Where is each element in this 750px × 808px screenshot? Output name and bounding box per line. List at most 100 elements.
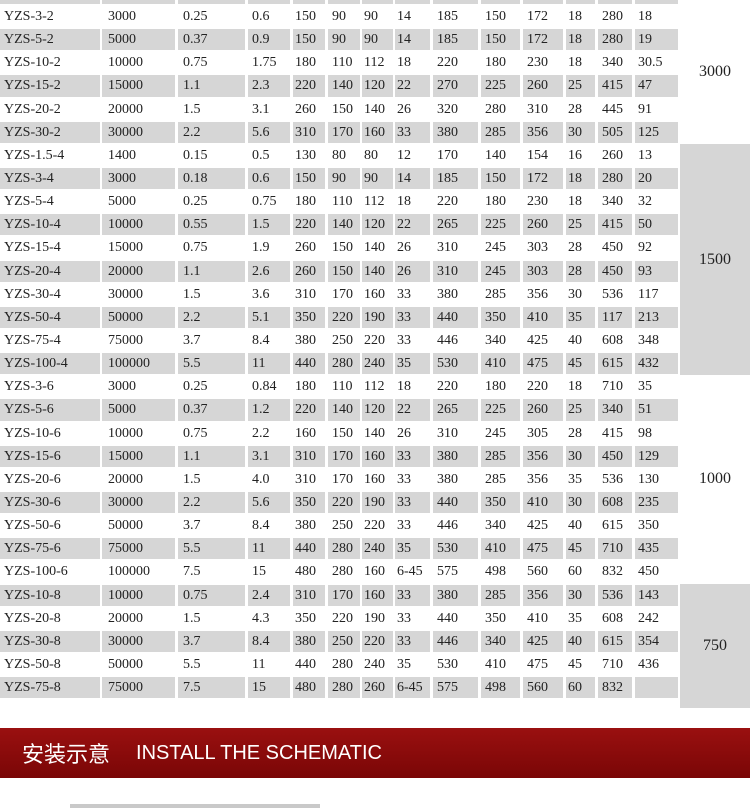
- table-cell: 35: [568, 610, 582, 626]
- table-cell: 185: [433, 167, 478, 190]
- table-cell: 3.7: [183, 332, 201, 348]
- table-cell: 33: [397, 610, 411, 626]
- table-cell: 310: [293, 121, 325, 143]
- table-cell: 310: [433, 260, 478, 282]
- table-cell: 22: [395, 75, 430, 97]
- table-cell: 11: [248, 353, 290, 375]
- table-cell: 140: [362, 260, 393, 282]
- table-cell: 180: [295, 55, 316, 71]
- table-cell: 140: [328, 214, 360, 236]
- table-cell: 170: [332, 471, 353, 487]
- table-cell: 0.5: [252, 147, 270, 163]
- table-cell: 8.4: [252, 332, 270, 348]
- table-cell: 30000: [102, 491, 175, 514]
- table-cell: 475: [523, 538, 563, 560]
- table-cell: 92: [638, 240, 652, 256]
- table-cell: 3000: [102, 167, 175, 190]
- table-cell: 220: [293, 399, 325, 421]
- table-cell: 240: [362, 538, 393, 560]
- table-cell: 498: [481, 677, 520, 699]
- table-cell: YZS-3-4: [0, 167, 100, 190]
- table-cell: 285: [485, 286, 506, 302]
- table-cell: 45: [566, 538, 595, 560]
- table-cell: 536: [602, 471, 623, 487]
- table-cell: 250: [328, 630, 360, 652]
- table-cell: 170: [437, 147, 458, 163]
- table-cell: 475: [527, 656, 548, 672]
- table-cell: YZS-100-6: [4, 564, 68, 580]
- table-cell: YZS-10-8: [0, 584, 100, 606]
- table-cell: 220: [437, 379, 458, 395]
- table-cell: 260: [523, 214, 563, 236]
- table-cell: 1.1: [178, 445, 245, 467]
- table-cell: 440: [295, 656, 316, 672]
- table-cell: 0.15: [183, 147, 208, 163]
- table-cell: 190: [362, 306, 393, 328]
- table-cell: 10000: [108, 425, 143, 441]
- table-cell: 160: [364, 286, 385, 302]
- table-cell: 15000: [108, 240, 143, 256]
- table-cell: 112: [364, 55, 385, 71]
- table-cell: 15: [252, 564, 266, 580]
- table-cell: 505: [598, 121, 632, 143]
- table-cell: 5.6: [248, 121, 290, 143]
- table-cell: 28: [568, 240, 582, 256]
- table-cell: 260: [523, 399, 563, 421]
- table-cell: 8.4: [248, 630, 290, 652]
- table-cell: 220: [328, 306, 360, 328]
- table-cell: 33: [395, 630, 430, 652]
- table-cell: 436: [638, 656, 659, 672]
- table-cell: 20000: [108, 101, 143, 117]
- table-cell: YZS-75-8: [0, 677, 100, 699]
- table-cell: 150: [332, 240, 353, 256]
- table-cell: 245: [485, 240, 506, 256]
- table-cell: 710: [602, 379, 623, 395]
- table-cell: 91: [638, 101, 652, 117]
- cut-row-cell: [362, 0, 393, 4]
- table-cell: 3000: [108, 379, 136, 395]
- table-cell: 180: [485, 194, 506, 210]
- table-cell: 129: [635, 445, 678, 467]
- table-cell: 140: [364, 240, 385, 256]
- table-cell: 50000: [108, 656, 143, 672]
- table-cell: 220: [437, 55, 458, 71]
- table-cell: 5000: [108, 194, 136, 210]
- table-cell: 18: [397, 194, 411, 210]
- table-cell: 280: [602, 9, 623, 24]
- table-cell: 30: [568, 286, 582, 302]
- table-cell: 245: [481, 260, 520, 282]
- table-cell: 3.7: [183, 518, 201, 534]
- table-cell: 18: [566, 29, 595, 51]
- table-cell: 30000: [102, 121, 175, 143]
- table-cell: YZS-10-6: [4, 425, 61, 441]
- table-cell: 25: [566, 214, 595, 236]
- table-cell: 440: [293, 353, 325, 375]
- cut-row-cell: [523, 0, 563, 4]
- table-cell: 280: [332, 564, 353, 580]
- table-cell: 100000: [102, 353, 175, 375]
- table-cell: 35: [395, 353, 430, 375]
- table-cell: 160: [362, 584, 393, 606]
- table-cell: 450: [598, 445, 632, 467]
- table-cell: 150: [293, 29, 325, 51]
- table-cell: 60: [566, 677, 595, 699]
- table-cell: 2.6: [248, 260, 290, 282]
- table-cell: 615: [598, 353, 632, 375]
- table-cell: 440: [433, 491, 478, 514]
- table-cell: 75000: [102, 677, 175, 699]
- table-cell: 154: [527, 147, 548, 163]
- table-cell: 432: [635, 353, 678, 375]
- table-cell: 380: [437, 286, 458, 302]
- table-cell: 225: [481, 75, 520, 97]
- table-cell: 3.7: [178, 630, 245, 652]
- table-cell: 45: [568, 656, 582, 672]
- table-cell: 230: [527, 55, 548, 71]
- table-cell: 242: [638, 610, 659, 626]
- table-cell: 0.18: [178, 167, 245, 190]
- table-cell: 536: [602, 286, 623, 302]
- table-cell: 160: [364, 471, 385, 487]
- table-cell: 47: [635, 75, 678, 97]
- table-cell: 30: [566, 491, 595, 514]
- table-cell: 310: [293, 584, 325, 606]
